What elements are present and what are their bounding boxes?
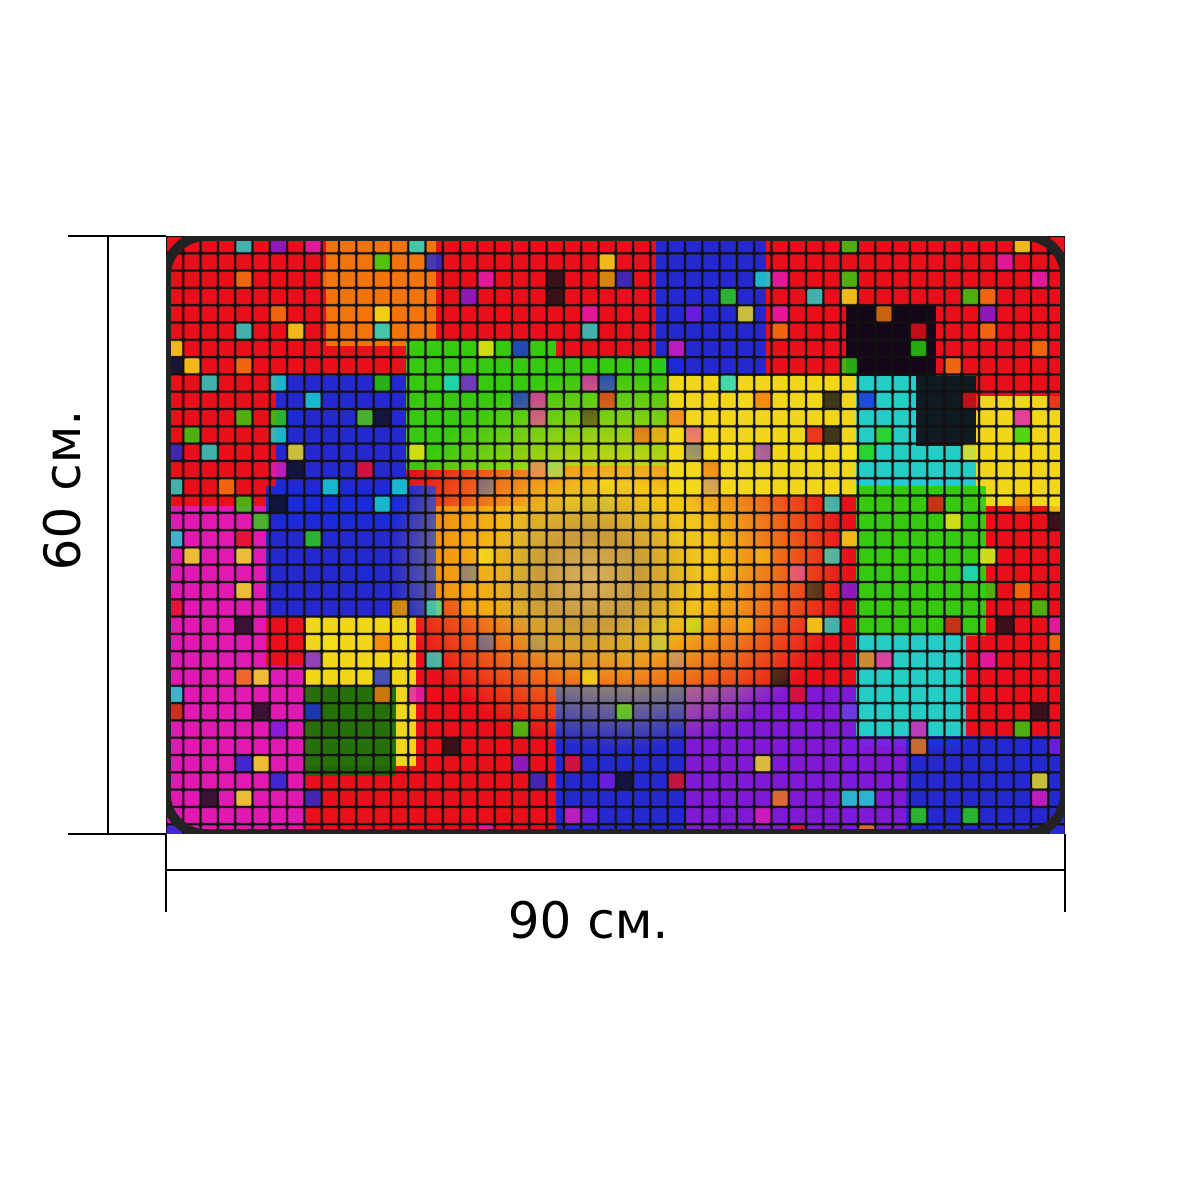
artwork-image xyxy=(166,236,1065,834)
height-dimension: 60 см. xyxy=(34,235,166,835)
height-label: 60 см. xyxy=(34,410,92,571)
width-dimension: 90 см. xyxy=(165,834,1066,950)
width-label: 90 см. xyxy=(508,892,669,950)
